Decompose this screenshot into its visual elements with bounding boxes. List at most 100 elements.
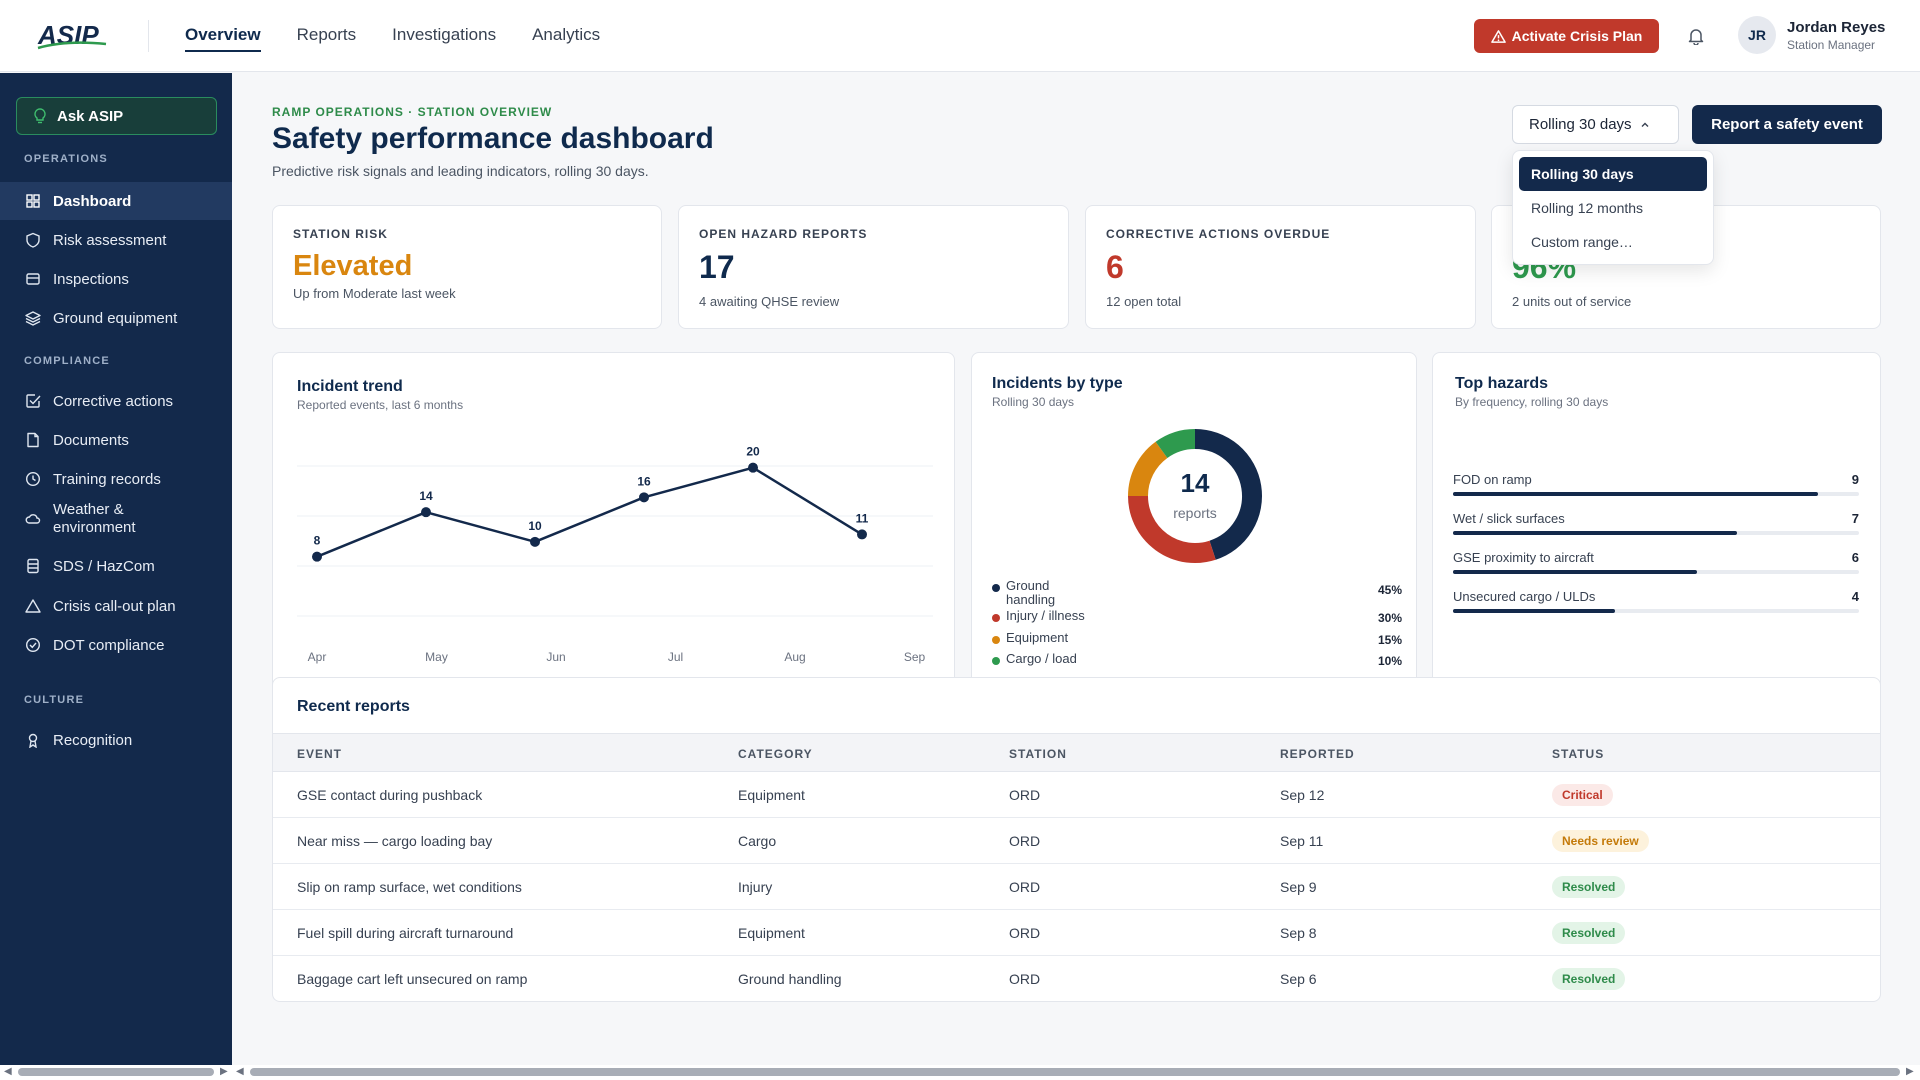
column-header-status[interactable]: STATUS	[1552, 747, 1605, 761]
avatar[interactable]: JR	[1738, 16, 1776, 54]
kpi-station-risk: STATION RISK Elevated Up from Moderate l…	[272, 205, 662, 329]
cell-station: ORD	[1009, 879, 1041, 895]
table-row[interactable]: Near miss — cargo loading bay Cargo ORD Sep…	[273, 818, 1880, 864]
hazard-bar-track	[1453, 531, 1859, 535]
page-subtitle: Predictive risk signals and leading indi…	[272, 163, 649, 179]
tab-overview[interactable]: Overview	[185, 0, 261, 72]
sidebar-item-dashboard[interactable]: Dashboard	[0, 182, 232, 220]
hazard-row[interactable]: GSE proximity to aircraft 6	[1453, 550, 1859, 574]
scroll-left-icon[interactable]: ◀	[236, 1066, 244, 1077]
notifications-button[interactable]	[1678, 18, 1714, 54]
clock-icon	[25, 471, 41, 487]
column-header-station[interactable]: STATION	[1009, 747, 1067, 761]
column-header-reported[interactable]: REPORTED	[1280, 747, 1355, 761]
table-title: Recent reports	[297, 698, 410, 715]
activate-crisis-plan-button[interactable]: Activate Crisis Plan	[1474, 19, 1659, 53]
check-circle-icon	[25, 637, 41, 653]
user-role: Station Manager	[1787, 38, 1876, 52]
legend-item: Equipment 15%	[992, 631, 1402, 647]
sidebar-item-label: Dashboard	[53, 192, 132, 210]
warning-icon	[25, 599, 41, 613]
sidebar-item-sds-hazcom[interactable]: SDS / HazCom	[0, 547, 232, 585]
report-safety-event-button[interactable]: Report a safety event	[1692, 105, 1882, 144]
table-header: EVENT CATEGORY STATION REPORTED STATUS	[273, 733, 1880, 772]
hazard-bar-track	[1453, 609, 1859, 613]
donut-slice	[1128, 441, 1168, 497]
legend-swatch	[992, 636, 1000, 644]
data-point	[857, 529, 867, 540]
incidents-donut-chart	[1128, 429, 1262, 563]
cell-category: Equipment	[738, 925, 805, 941]
sidebar-item-training-records[interactable]: Training records	[0, 460, 232, 498]
sidebar-item-label: SDS / HazCom	[53, 557, 155, 575]
incident-trend-card: Incident trend Reported events, last 6 m…	[272, 352, 955, 692]
sidebar-item-corrective-actions[interactable]: Corrective actions	[0, 382, 232, 420]
range-option-custom[interactable]: Custom range…	[1531, 234, 1633, 250]
cell-event: GSE contact during pushback	[297, 787, 483, 803]
legend-item: Injury / illness 30%	[992, 609, 1402, 625]
asip-logo-icon: ASIP	[37, 20, 107, 50]
range-option-12-months[interactable]: Rolling 12 months	[1531, 200, 1644, 216]
scroll-right-icon[interactable]: ▶	[220, 1066, 228, 1077]
main-scroll-thumb[interactable]	[250, 1068, 1900, 1076]
bell-icon	[1688, 29, 1704, 45]
tab-investigations[interactable]: Investigations	[392, 25, 497, 44]
kpi-label: CORRECTIVE ACTIONS OVERDUE	[1106, 227, 1331, 241]
sidebar-item-risk-assessment[interactable]: Risk assessment	[0, 221, 232, 259]
table-row[interactable]: Fuel spill during aircraft turnaround Equ…	[273, 910, 1880, 956]
hazard-name: FOD on ramp	[1453, 472, 1532, 487]
status-badge: Needs review	[1552, 830, 1649, 852]
ask-asip-button[interactable]: Ask ASIP	[16, 97, 217, 135]
donut-slice	[1155, 429, 1196, 459]
hazard-bar-fill	[1453, 492, 1819, 496]
status-badge: Critical	[1552, 784, 1613, 806]
shield-icon	[26, 232, 40, 248]
hazard-row[interactable]: Unsecured cargo / ULDs 4	[1453, 589, 1859, 613]
hazard-name: Wet / slick surfaces	[1453, 511, 1565, 526]
table-row[interactable]: Slip on ramp surface, wet conditions Inju…	[273, 864, 1880, 910]
sidebar-scroll-thumb[interactable]	[18, 1068, 214, 1076]
legend-swatch	[992, 614, 1000, 622]
table-row[interactable]: Baggage cart left unsecured on ramp Groun…	[273, 956, 1880, 1001]
app-logo[interactable]: ASIP	[36, 18, 116, 52]
horizontal-scrollbar[interactable]: ◀ ▶ ◀ ▶	[0, 1065, 1920, 1080]
cell-category: Cargo	[738, 833, 777, 849]
card-subtitle: Rolling 30 days	[992, 395, 1075, 409]
table-row[interactable]: GSE contact during pushback Equipment ORD S…	[273, 772, 1880, 818]
column-header-event[interactable]: EVENT	[297, 747, 343, 761]
lightbulb-icon	[34, 108, 46, 124]
kpi-label: STATION RISK	[293, 227, 388, 241]
data-label: 16	[637, 474, 651, 488]
donut-total-label: reports	[1173, 505, 1217, 521]
data-label: 14	[419, 489, 433, 503]
data-label: 8	[314, 534, 321, 548]
hazard-bar-track	[1453, 570, 1859, 574]
kpi-corrective-actions-overdue: CORRECTIVE ACTIONS OVERDUE 6 12 open tot…	[1085, 205, 1476, 329]
hazard-row[interactable]: FOD on ramp 9	[1453, 472, 1859, 496]
scroll-left-icon[interactable]: ◀	[4, 1066, 12, 1077]
check-square-icon	[26, 394, 41, 408]
sidebar-item-inspections[interactable]: Inspections	[0, 260, 232, 298]
sidebar-item-crisis-call-out-plan[interactable]: Crisis call-out plan	[0, 587, 232, 625]
award-icon	[28, 733, 38, 748]
range-option-30-days[interactable]: Rolling 30 days	[1519, 157, 1707, 191]
column-header-category[interactable]: CATEGORY	[738, 747, 813, 761]
sidebar-item-weather-environment[interactable]: Weather & environment	[0, 497, 232, 541]
sidebar-item-recognition[interactable]: Recognition	[0, 721, 232, 759]
tab-reports[interactable]: Reports	[296, 25, 357, 44]
data-point	[748, 462, 758, 473]
card-title: Top hazards	[1455, 375, 1549, 392]
hazard-row[interactable]: Wet / slick surfaces 7	[1453, 511, 1859, 535]
section-operations: OPERATIONS	[24, 153, 108, 165]
scroll-right-icon[interactable]: ▶	[1906, 1066, 1914, 1077]
sidebar-item-dot-compliance[interactable]: DOT compliance	[0, 626, 232, 664]
data-label: 20	[746, 445, 760, 459]
donut-slice	[1194, 429, 1262, 560]
tab-analytics[interactable]: Analytics	[532, 25, 601, 44]
x-tick-label: Aug	[784, 650, 805, 664]
date-range-select[interactable]: Rolling 30 days	[1512, 105, 1679, 144]
sidebar-item-label: DOT compliance	[53, 636, 165, 654]
x-tick-label: Sep	[904, 650, 926, 664]
sidebar-item-ground-equipment[interactable]: Ground equipment	[0, 299, 232, 337]
sidebar-item-documents[interactable]: Documents	[0, 421, 232, 459]
